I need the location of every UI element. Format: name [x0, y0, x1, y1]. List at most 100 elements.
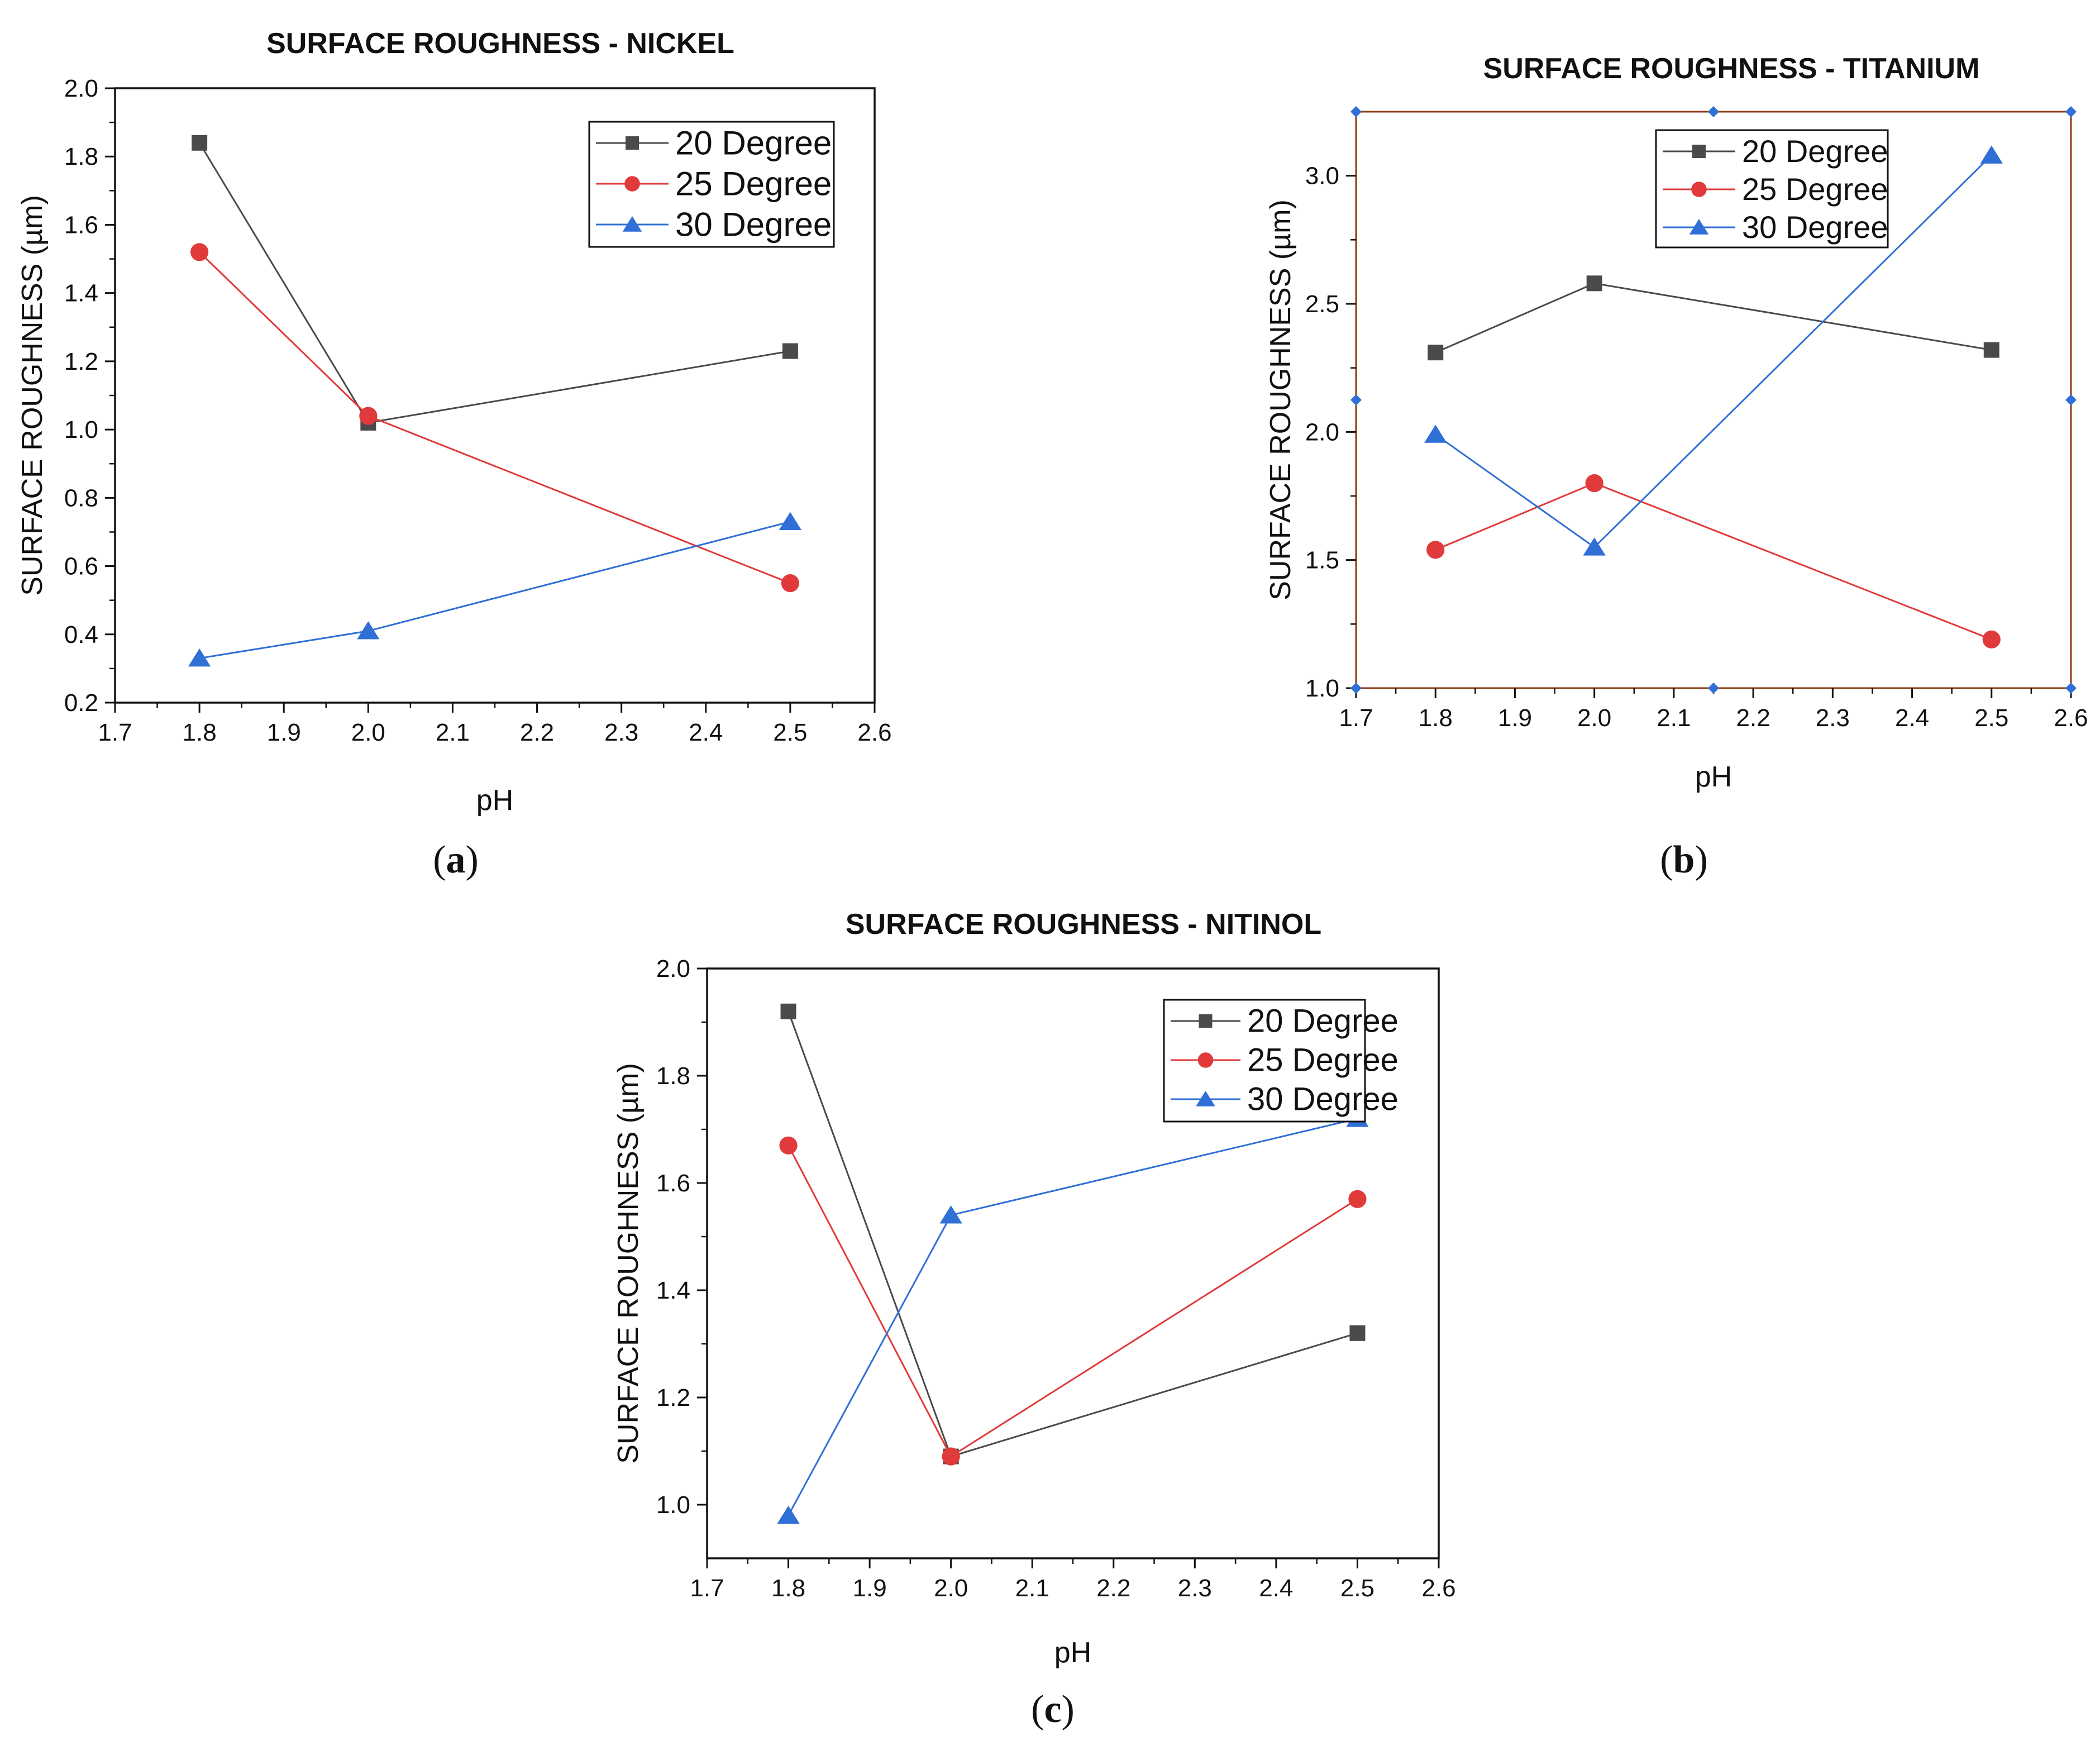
- x-tick-label: 2.5: [1340, 1575, 1374, 1602]
- data-point: [192, 135, 208, 151]
- data-point: [1424, 424, 1447, 443]
- frame-handle-icon: [1708, 683, 1719, 694]
- data-point: [780, 1003, 796, 1019]
- legend-label: 25 Degree: [1247, 1042, 1399, 1079]
- x-tick-label: 1.8: [1419, 704, 1453, 732]
- data-point: [1428, 345, 1444, 361]
- series-line-2: [199, 251, 791, 584]
- y-axis-label: SURFACE ROUGHNESS (µm): [16, 195, 49, 596]
- y-tick-label: 2.5: [1305, 290, 1339, 318]
- data-point: [942, 1447, 960, 1466]
- x-tick-label: 2.3: [604, 719, 638, 746]
- x-tick-label: 1.7: [98, 719, 132, 746]
- x-tick-label: 2.3: [1816, 704, 1850, 732]
- x-tick-label: 1.7: [690, 1575, 724, 1602]
- data-point: [1426, 541, 1445, 559]
- x-tick-label: 2.1: [436, 719, 470, 746]
- data-point: [779, 512, 802, 530]
- data-point: [782, 343, 798, 359]
- x-tick-label: 2.2: [1736, 704, 1770, 732]
- y-tick-label: 3.0: [1305, 163, 1339, 190]
- data-point: [1583, 537, 1606, 556]
- y-tick-label: 1.6: [656, 1170, 690, 1197]
- x-tick-label: 2.6: [2054, 704, 2088, 732]
- y-tick-label: 2.0: [1305, 418, 1339, 446]
- x-tick-label: 2.2: [1096, 1575, 1130, 1602]
- y-tick-label: 1.0: [64, 416, 98, 443]
- x-axis-label: pH: [476, 784, 513, 817]
- y-tick-label: 1.8: [656, 1062, 690, 1090]
- frame-handle-icon: [2065, 106, 2077, 117]
- nickel-chart: SURFACE ROUGHNESS - NICKEL 1.7 1.8 1.9 2.0 2.…: [16, 27, 892, 881]
- data-point: [1983, 342, 1999, 358]
- legend-marker: [1199, 1014, 1213, 1028]
- data-point: [779, 1136, 798, 1155]
- x-tick-label: 2.4: [1895, 704, 1929, 732]
- data-point: [357, 621, 380, 640]
- y-axis-label: SURFACE ROUGHNESS (µm): [1264, 199, 1297, 600]
- x-tick-label: 1.8: [771, 1575, 805, 1602]
- y-tick-label: 1.5: [1305, 547, 1339, 574]
- data-point: [1585, 474, 1603, 493]
- y-tick-label: 0.8: [64, 484, 98, 512]
- y-tick-label: 1.0: [656, 1491, 690, 1519]
- x-tick-label: 2.1: [1657, 704, 1691, 732]
- nitinol-chart: SURFACE ROUGHNESS - NITINOL 1.7 1.8 1.9 2.0 2…: [612, 908, 1456, 1731]
- data-point: [1586, 275, 1602, 292]
- x-tick-label: 2.4: [1259, 1575, 1293, 1602]
- data-point: [359, 407, 378, 425]
- chart-title: SURFACE ROUGHNESS - TITANIUM: [1483, 53, 1980, 85]
- data-point: [777, 1505, 800, 1524]
- y-tick-label: 1.4: [64, 280, 98, 307]
- x-tick-label: 2.0: [934, 1575, 968, 1602]
- legend-marker: [1197, 1052, 1214, 1068]
- series-line-2: [1435, 482, 1992, 641]
- data-point: [1349, 1325, 1366, 1341]
- x-tick-label: 1.9: [853, 1575, 887, 1602]
- chart-title: SURFACE ROUGHNESS - NITINOL: [846, 908, 1321, 941]
- legend-marker: [1692, 145, 1706, 158]
- x-tick-label: 2.1: [1015, 1575, 1049, 1602]
- frame-handle-icon: [1708, 106, 1719, 117]
- series-line-2: [787, 1145, 1358, 1458]
- x-tick-label: 2.5: [773, 719, 807, 746]
- frame-handle-icon: [1350, 106, 1362, 117]
- data-point: [1980, 145, 2003, 164]
- x-tick-label: 2.6: [857, 719, 891, 746]
- data-point: [188, 648, 211, 667]
- legend-marker: [1689, 219, 1709, 235]
- x-axis-label: pH: [1054, 1637, 1091, 1669]
- legend-label: 20 Degree: [675, 124, 832, 161]
- legend-label: 30 Degree: [675, 206, 832, 243]
- x-tick-label: 2.6: [1421, 1575, 1455, 1602]
- y-tick-label: 2.0: [656, 955, 690, 982]
- x-tick-label: 2.0: [1577, 704, 1611, 732]
- x-tick-label: 2.0: [351, 719, 385, 746]
- panel-caption: (c): [1031, 1688, 1075, 1731]
- y-tick-label: 0.6: [64, 553, 98, 580]
- x-tick-label: 1.9: [267, 719, 301, 746]
- x-tick-label: 2.4: [689, 719, 723, 746]
- legend-marker: [626, 136, 639, 150]
- y-tick-label: 1.6: [64, 211, 98, 238]
- x-tick-label: 2.2: [520, 719, 554, 746]
- x-tick-label: 2.5: [1974, 704, 2008, 732]
- legend-label: 30 Degree: [1247, 1081, 1399, 1118]
- legend-marker: [622, 216, 642, 232]
- series-line-1: [1435, 282, 1992, 354]
- y-tick-label: 1.2: [64, 348, 98, 375]
- data-point: [190, 243, 209, 261]
- series-line-3: [199, 521, 791, 660]
- x-tick-label: 2.3: [1178, 1575, 1212, 1602]
- legend-label: 20 Degree: [1742, 133, 1888, 169]
- frame-handle-icon: [1350, 683, 1362, 694]
- y-tick-label: 1.0: [1305, 675, 1339, 702]
- x-axis-label: pH: [1695, 761, 1732, 793]
- legend-label: 30 Degree: [1742, 209, 1888, 245]
- legend-marker: [1196, 1091, 1215, 1106]
- legend-label: 25 Degree: [675, 165, 832, 202]
- legend-label: 25 Degree: [1742, 171, 1888, 207]
- y-tick-label: 1.4: [656, 1277, 690, 1304]
- x-tick-label: 1.8: [183, 719, 217, 746]
